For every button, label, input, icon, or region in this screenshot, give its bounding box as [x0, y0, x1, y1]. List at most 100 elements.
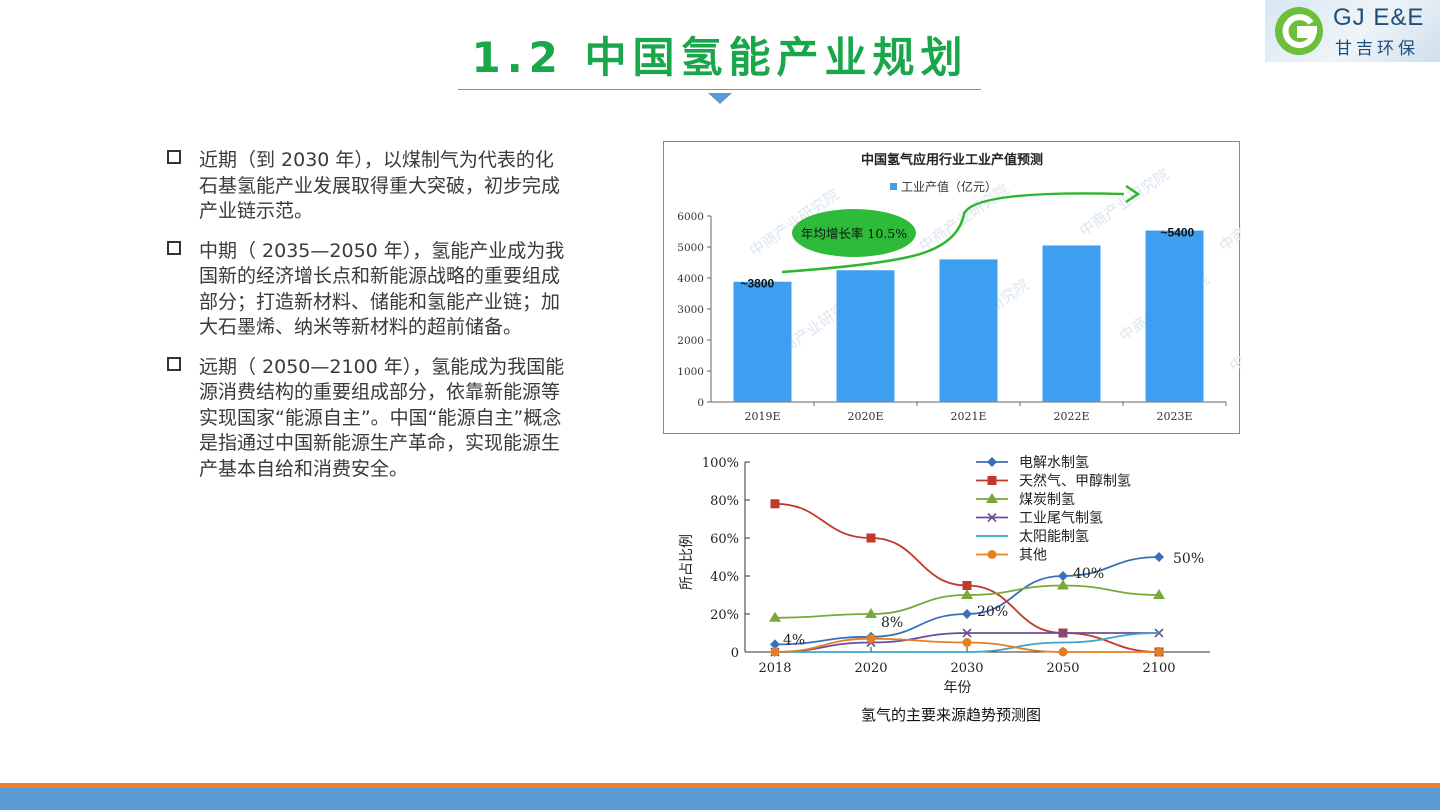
title-divider [458, 89, 981, 90]
data-point [866, 533, 876, 543]
legend-label: 煤炭制氢 [1019, 492, 1075, 508]
data-point [1058, 647, 1068, 657]
bullet-item: 近期（到 2030 年），以煤制气为代表的化石基氢能产业发展取得重大突破，初步完… [167, 148, 567, 225]
data-point [1153, 589, 1165, 599]
footer-bar [0, 788, 1440, 810]
bar [836, 270, 895, 402]
data-label: ~5400 [1161, 226, 1195, 240]
data-point [1058, 571, 1068, 581]
square-bullet-icon [167, 240, 181, 255]
arrow-head-icon [1125, 184, 1141, 204]
data-label: 4% [783, 632, 805, 648]
data-label: 8% [881, 615, 903, 631]
bullet-text: 近期（到 2030 年），以煤制气为代表的化石基氢能产业发展取得重大突破，初步完… [199, 149, 561, 222]
bar [1042, 245, 1101, 402]
industry-output-bar-chart: 中商产业研究院 中商产业研究院 中商产业研究院中商产业研究院中商产业研究院中商产业研… [677, 152, 1322, 423]
legend-marker [987, 512, 997, 523]
x-tick-label: 2021E [950, 410, 986, 423]
growth-rate-bubble [792, 209, 916, 257]
y-axis-label: 所占比例 [679, 534, 695, 590]
x-tick-label: 2020 [854, 661, 887, 676]
y-tick-label: 80% [710, 494, 739, 509]
square-bullet-icon [167, 150, 181, 164]
data-point [1057, 579, 1069, 590]
legend-label: 天然气、甲醇制氢 [1019, 473, 1131, 490]
watermark-text: 中商产业研究院 [1226, 300, 1241, 375]
x-tick-label: 2023E [1156, 410, 1192, 423]
data-point [962, 609, 972, 619]
legend-label: 工业产值（亿元） [901, 179, 997, 194]
data-point [1154, 552, 1164, 562]
y-tick-label: 60% [710, 532, 739, 547]
x-tick-label: 2030 [950, 661, 983, 676]
slide-title: 1.2 中国氢能产业规划 [471, 33, 969, 82]
x-tick-label: 2022E [1053, 410, 1089, 423]
y-tick-label: 1000 [677, 366, 704, 378]
watermark-text: 中商产业研究院 [1076, 165, 1172, 240]
x-tick-label: 2100 [1142, 661, 1175, 676]
data-label: 20% [977, 604, 1008, 620]
x-axis-label: 年份 [944, 680, 972, 696]
y-tick-label: 20% [710, 608, 739, 623]
bar-chart-panel: 中商产业研究院 中商产业研究院 中商产业研究院 中商产业研究院 中商产业研究院 中商产业研… [663, 141, 1322, 434]
legend-swatch [890, 183, 897, 190]
legend-marker [987, 457, 997, 467]
x-tick-label: 2019E [744, 410, 780, 423]
chart-title: 中国氢气应用行业工业产值预测 [861, 152, 1043, 168]
legend-marker [986, 493, 998, 503]
legend-label: 电解水制氢 [1019, 455, 1089, 471]
data-label: 50% [1173, 551, 1204, 567]
y-tick-label: 5000 [677, 242, 704, 254]
hydrogen-source-line-chart: 0 20% 40% 60% 80% 100% 2018 2020 2030 2050 2100 年份 所… [679, 455, 1210, 724]
bar [733, 281, 792, 402]
logo-text-en: GJ E&E [1333, 4, 1425, 31]
x-tick-label: 2050 [1046, 661, 1079, 676]
title-arrow-icon [708, 93, 732, 104]
y-tick-label: 2000 [677, 335, 704, 347]
growth-rate-label: 年均增长率 10.5% [801, 226, 907, 241]
bar [939, 259, 998, 402]
y-tick-label: 100% [702, 456, 739, 471]
logo-text-cn: 甘吉环保 [1335, 39, 1419, 59]
data-point [1154, 647, 1164, 657]
line-chart-panel: 0 20% 40% 60% 80% 100% 2018 2020 2030 2050 2100 年份 所… [663, 442, 1240, 734]
x-tick-label: 2018 [758, 661, 791, 676]
legend-marker [987, 550, 997, 559]
bar [1145, 230, 1204, 402]
bullet-list: 近期（到 2030 年），以煤制气为代表的化石基氢能产业发展取得重大突破，初步完… [167, 148, 567, 496]
data-point [865, 608, 877, 618]
y-tick-label: 3000 [677, 304, 704, 316]
data-label: ~3800 [741, 277, 775, 291]
chart-title: 氢气的主要来源趋势预测图 [861, 706, 1041, 724]
legend-label: 太阳能制氢 [1019, 529, 1089, 545]
square-bullet-icon [167, 356, 181, 371]
data-point [769, 611, 781, 622]
data-point [770, 499, 780, 509]
legend-label: 工业尾气制氢 [1019, 511, 1103, 527]
y-tick-label: 4000 [677, 273, 704, 285]
bullet-item: 中期（ 2035—2050 年），氢能产业成为我国新的经济增长点和新能源战略的重… [167, 239, 567, 341]
growth-arrow-line [781, 192, 1125, 274]
g-logo-icon [1275, 7, 1323, 55]
y-tick-label: 40% [710, 570, 739, 585]
legend-marker [987, 476, 997, 485]
data-point [866, 634, 876, 644]
bullet-text: 远期（ 2050—2100 年），氢能成为我国能源消费结构的重要组成部分，依靠新… [199, 355, 565, 480]
data-point [962, 638, 972, 647]
data-point [770, 647, 780, 657]
data-label: 40% [1073, 566, 1104, 582]
bullet-text: 中期（ 2035—2050 年），氢能产业成为我国新的经济增长点和新能源战略的重… [199, 239, 565, 339]
x-tick-label: 2020E [847, 410, 883, 423]
data-point [1058, 628, 1068, 638]
data-point [770, 639, 780, 650]
y-tick-label: 0 [731, 646, 739, 661]
legend-label: 其他 [1019, 548, 1047, 564]
data-point [961, 589, 973, 599]
data-point [962, 628, 972, 638]
bullet-item: 远期（ 2050—2100 年），氢能成为我国能源消费结构的重要组成部分，依靠新… [167, 355, 567, 483]
watermark-text: 中商产业研究院 [1216, 180, 1241, 255]
data-point [962, 581, 972, 590]
company-logo: GJ E&E 甘吉环保 [1265, 0, 1440, 62]
y-tick-label: 6000 [677, 211, 704, 223]
y-tick-label: 0 [697, 397, 704, 409]
